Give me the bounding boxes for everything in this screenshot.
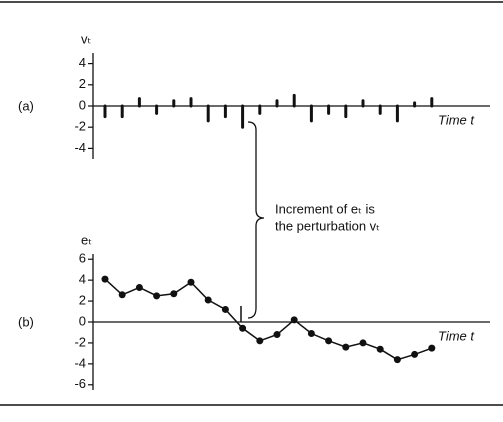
y-tick-label: 2 [79,293,86,308]
y-tick-label: -4 [74,355,86,370]
point [256,337,264,345]
y-tick-label: 2 [79,76,86,91]
point [101,275,109,283]
point [273,331,281,339]
point [187,278,195,286]
brace [247,121,265,319]
point [221,305,229,313]
x-axis-label: Time t [438,328,475,343]
point [290,316,298,324]
y-tick-label: 4 [79,55,86,70]
y-axis-label: vₜ [81,31,92,46]
y-tick-label: 0 [79,313,86,328]
point [325,337,333,345]
y-tick-label: -2 [74,334,86,349]
y-axis-label: eₜ [81,232,92,247]
point [170,290,178,298]
point [393,356,401,364]
point [118,291,126,299]
annotation: the perturbation vₜ [275,218,380,233]
point [153,292,161,300]
point [239,324,247,332]
y-tick-label: -2 [74,119,86,134]
point [359,339,367,347]
point [376,345,384,353]
y-tick-label: -6 [74,376,86,391]
x-axis-label: Time t [438,112,475,127]
y-tick-label: 6 [79,251,86,266]
panel-label: (b) [18,314,34,329]
panel-label: (a) [18,98,34,113]
point [342,343,350,351]
y-tick-label: 0 [79,97,86,112]
point [135,283,143,291]
y-tick-label: 4 [79,272,86,287]
point [307,330,315,338]
point [204,296,212,304]
point [428,344,436,352]
y-tick-label: -4 [74,140,86,155]
point [411,350,419,358]
annotation: Increment of eₜ is [275,201,375,216]
